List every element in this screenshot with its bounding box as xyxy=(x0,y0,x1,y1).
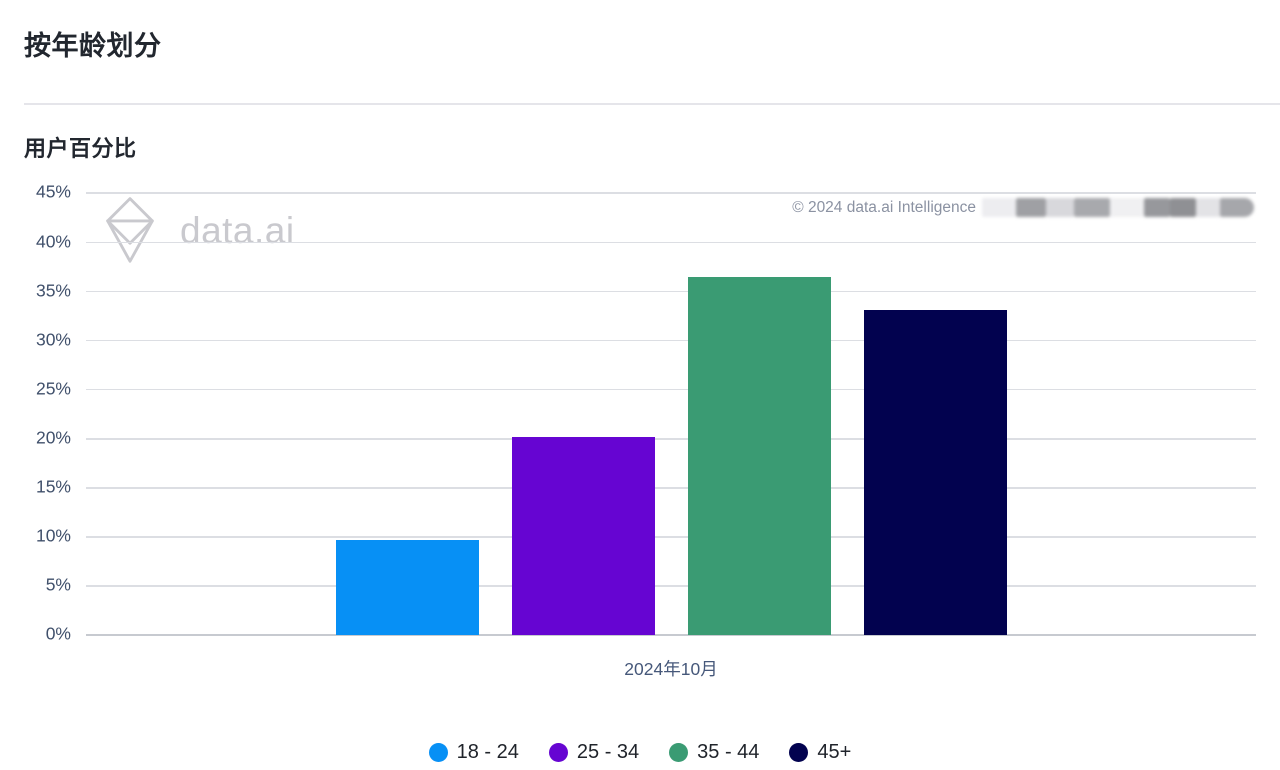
y-tick-label: 0% xyxy=(45,623,71,644)
gridline: 5% xyxy=(46,575,1256,595)
chart: data.ai © 2024 data.ai Intelligence 45% 4… xyxy=(24,182,1256,764)
header-divider xyxy=(24,103,1280,105)
legend-label: 35 - 44 xyxy=(697,741,760,763)
redacted-text xyxy=(982,198,1254,217)
gridline: 10% xyxy=(36,526,1256,546)
gridline: 40% xyxy=(36,231,1256,251)
legend-dot-icon xyxy=(669,743,689,762)
chart-section-title: 用户百分比 xyxy=(24,136,137,161)
bar-35-44[interactable] xyxy=(687,276,831,635)
bars-group xyxy=(86,193,1256,635)
y-tick-label: 40% xyxy=(35,231,71,252)
y-tick-label: 25% xyxy=(35,378,71,399)
copyright-text: © 2024 data.ai Intelligence xyxy=(792,198,976,216)
legend-label: 18 - 24 xyxy=(456,741,519,763)
legend-label: 45+ xyxy=(817,741,852,763)
y-tick-label: 20% xyxy=(35,427,71,448)
y-tick-label: 5% xyxy=(45,574,71,595)
legend-label: 25 - 34 xyxy=(576,741,640,763)
legend-item-18-24[interactable]: 18 - 24 xyxy=(428,741,519,764)
gridline: 25% xyxy=(36,378,1256,398)
gridline: 20% xyxy=(36,427,1256,447)
legend-item-35-44[interactable]: 35 - 44 xyxy=(669,741,759,764)
y-tick-label: 45% xyxy=(35,181,71,202)
gridline: 0% xyxy=(46,624,1256,644)
gridline: 15% xyxy=(36,477,1256,497)
y-tick-label: 35% xyxy=(35,280,71,301)
page-title: 按年龄划分 xyxy=(24,31,162,61)
legend-dot-icon xyxy=(548,743,568,762)
legend-dot-icon xyxy=(428,743,448,762)
plot-area: data.ai © 2024 data.ai Intelligence 45% 4… xyxy=(36,182,1256,644)
y-tick-label: 10% xyxy=(35,525,71,546)
y-tick-label: 30% xyxy=(35,329,71,350)
legend-dot-icon xyxy=(789,743,809,762)
gridline: 35% xyxy=(36,280,1256,300)
bar-18-24[interactable] xyxy=(335,539,479,635)
y-tick-label: 15% xyxy=(35,476,71,497)
bar-45[interactable] xyxy=(863,309,1007,635)
legend-item-25-34[interactable]: 25 - 34 xyxy=(548,741,640,764)
gridline: 30% xyxy=(36,329,1256,349)
bar-25-34[interactable] xyxy=(511,436,655,635)
legend: 18 - 24 25 - 34 35 - 44 45+ xyxy=(24,741,1256,764)
copyright: © 2024 data.ai Intelligence xyxy=(792,198,1254,217)
x-axis-label: 2024年10月 xyxy=(624,659,718,679)
legend-item-45[interactable]: 45+ xyxy=(789,741,851,764)
gridline: 45% xyxy=(36,182,1256,202)
